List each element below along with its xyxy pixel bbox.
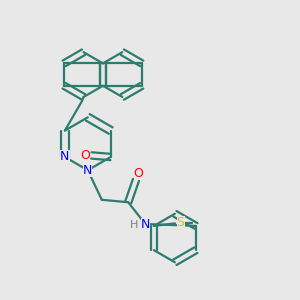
Text: N: N: [83, 164, 92, 177]
Text: H: H: [130, 220, 139, 230]
Text: N: N: [141, 218, 150, 231]
Text: S: S: [177, 216, 184, 229]
Text: O: O: [80, 149, 90, 162]
Text: O: O: [134, 167, 143, 179]
Text: N: N: [60, 151, 70, 164]
